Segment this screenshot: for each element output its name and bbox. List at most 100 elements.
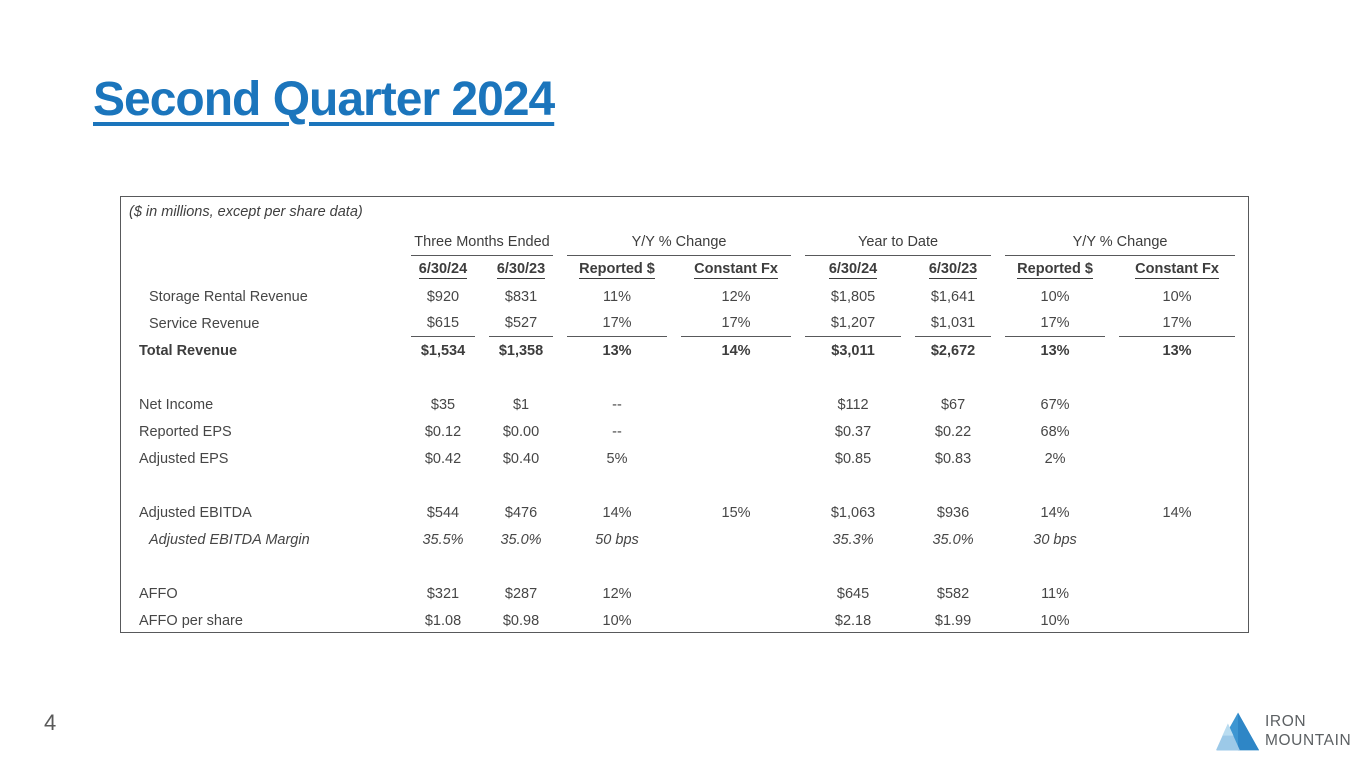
table-cell: 12% — [721, 288, 751, 305]
spacer-cell — [135, 256, 397, 283]
table-cell: $35 — [430, 396, 456, 413]
table-cell: 5% — [606, 450, 628, 467]
table-cell: 35.0% — [500, 531, 542, 548]
table-cell: $1,534 — [420, 342, 466, 359]
table-cell — [681, 607, 791, 634]
table-cell: -- — [612, 396, 622, 413]
table-cell: $0.85 — [834, 450, 872, 467]
table-cell: $1,358 — [498, 342, 544, 359]
table-cell: $0.12 — [424, 423, 462, 440]
table-caption: ($ in millions, except per share data) — [129, 204, 363, 220]
iron-mountain-logo: IRON MOUNTAIN — [1216, 710, 1351, 752]
table-cell: 12% — [602, 585, 632, 602]
table-row-adjusted-ebitda: Adjusted EBITDA $544 $476 14% 15% $1,063… — [135, 499, 1235, 526]
column-header-q-63023: 6/30/23 — [496, 260, 546, 279]
table-cell: 13% — [602, 342, 632, 359]
table-cell: $0.98 — [502, 612, 540, 629]
financial-results-table: ($ in millions, except per share data) T… — [120, 196, 1249, 633]
table-cell: $831 — [504, 288, 538, 305]
group-header-row: Three Months Ended Y/Y % Change Year to … — [135, 229, 1236, 256]
row-label: AFFO — [139, 585, 178, 602]
table-cell: $1,207 — [805, 310, 902, 337]
logo-line-iron: IRON — [1265, 713, 1307, 730]
table-cell — [681, 526, 791, 553]
table-cell: $0.40 — [502, 450, 540, 467]
page-title: Second Quarter 2024 — [93, 73, 555, 126]
table-cell: $3,011 — [831, 342, 875, 359]
table-cell: $2.18 — [834, 612, 872, 629]
table-cell: $1 — [512, 396, 530, 413]
column-group-yy-change-ytd: Y/Y % Change — [1005, 229, 1236, 256]
column-header-ytd-constant-fx: Constant Fx — [1135, 260, 1219, 279]
table-row-reported-eps: Reported EPS $0.12 $0.00 -- $0.37 $0.22 … — [135, 418, 1235, 445]
table-cell: 50 bps — [595, 531, 639, 548]
table-cell — [681, 391, 791, 418]
table-cell: 14% — [602, 504, 632, 521]
results-table: Three Months Ended Y/Y % Change Year to … — [121, 229, 1249, 634]
table-row-affo: AFFO $321 $287 12% $645 $582 11% — [135, 580, 1235, 607]
row-label: AFFO per share — [139, 612, 243, 629]
page-number: 4 — [44, 710, 57, 735]
table-cell: $67 — [940, 396, 966, 413]
table-cell: $615 — [411, 310, 475, 337]
column-header-ytd-reported: Reported $ — [1017, 260, 1093, 279]
table-row-adjusted-eps: Adjusted EPS $0.42 $0.40 5% $0.85 $0.83 … — [135, 445, 1235, 472]
row-label: Adjusted EBITDA — [139, 504, 252, 521]
column-header-q-constant-fx: Constant Fx — [694, 260, 778, 279]
table-cell: 14% — [721, 342, 751, 359]
table-cell: 10% — [1040, 612, 1070, 629]
table-cell: 17% — [1005, 310, 1106, 337]
table-cell: $0.22 — [934, 423, 972, 440]
table-cell: 67% — [1040, 396, 1070, 413]
table-cell: $0.83 — [934, 450, 972, 467]
table-cell: $1,641 — [930, 288, 976, 305]
row-label: Adjusted EBITDA Margin — [149, 531, 310, 548]
spacer-cell — [135, 229, 397, 256]
table-cell: $2,672 — [930, 342, 976, 359]
table-cell: 35.3% — [832, 531, 874, 548]
table-row-affo-per-share: AFFO per share $1.08 $0.98 10% $2.18 $1.… — [135, 607, 1235, 634]
table-cell: $645 — [836, 585, 870, 602]
table-cell: $476 — [504, 504, 538, 521]
table-cell: $287 — [504, 585, 538, 602]
table-row-service-revenue: Service Revenue $615 $527 17% 17% $1,207… — [135, 310, 1236, 337]
column-header-ytd-63023: 6/30/23 — [928, 260, 978, 279]
table-cell: 17% — [567, 310, 668, 337]
table-cell: $112 — [837, 396, 869, 413]
table-cell: $0.42 — [424, 450, 462, 467]
table-cell: $1,031 — [915, 310, 992, 337]
column-header-ytd-63024: 6/30/24 — [828, 260, 878, 279]
spacer-row — [135, 364, 1235, 391]
table-cell: 2% — [1044, 450, 1066, 467]
table-cell — [681, 418, 791, 445]
row-label: Total Revenue — [139, 342, 238, 359]
table-cell: 13% — [1162, 342, 1192, 359]
row-label: Service Revenue — [149, 315, 260, 332]
spacer-row — [135, 553, 1235, 580]
table-cell: 10% — [602, 612, 632, 629]
table-cell: $936 — [936, 504, 970, 521]
table-cell: 68% — [1040, 423, 1070, 440]
table-cell: 14% — [1040, 504, 1070, 521]
table-cell: $1,063 — [830, 504, 876, 521]
table-cell: 17% — [1119, 310, 1236, 337]
table-cell — [1119, 607, 1235, 634]
table-cell: 10% — [1040, 288, 1070, 305]
table-cell: 11% — [603, 288, 631, 305]
row-label: Net Income — [139, 396, 214, 413]
table-cell: 14% — [1162, 504, 1192, 521]
table-cell — [1119, 526, 1235, 553]
table-row-storage-rental-revenue: Storage Rental Revenue $920 $831 11% 12%… — [135, 283, 1235, 310]
table-cell: -- — [612, 423, 622, 440]
table-cell: $1,805 — [830, 288, 876, 305]
table-row-net-income: Net Income $35 $1 -- $112 $67 67% — [135, 391, 1235, 418]
table-cell: 35.5% — [422, 531, 464, 548]
column-group-three-months-ended: Three Months Ended — [411, 229, 554, 256]
column-header-q-reported: Reported $ — [579, 260, 655, 279]
column-group-year-to-date: Year to Date — [805, 229, 992, 256]
table-row-adjusted-ebitda-margin: Adjusted EBITDA Margin 35.5% 35.0% 50 bp… — [135, 526, 1235, 553]
table-cell: $1.99 — [934, 612, 972, 629]
table-cell: 11% — [1041, 585, 1070, 602]
table-cell: 17% — [681, 310, 792, 337]
